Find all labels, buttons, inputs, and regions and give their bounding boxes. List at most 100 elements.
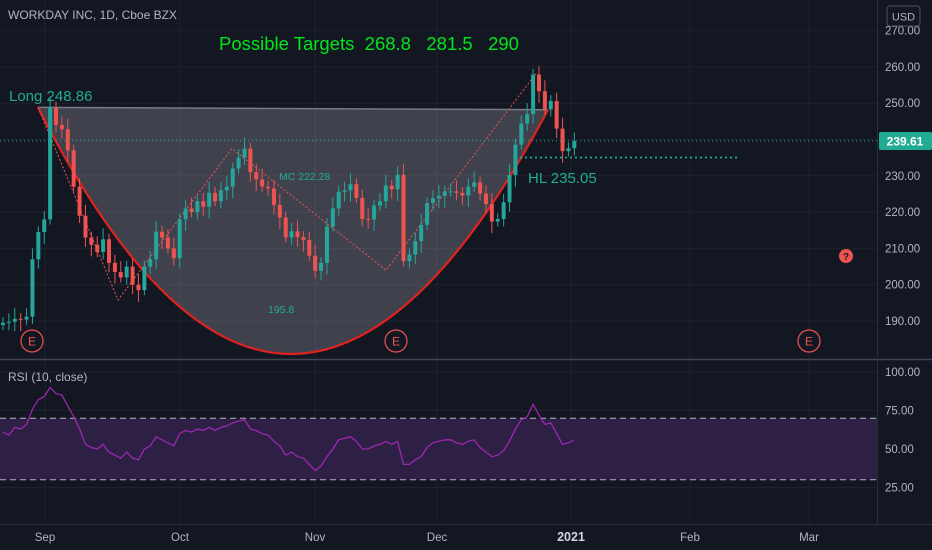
last-price-tag <box>879 132 932 150</box>
earnings-marker-letter: E <box>805 335 813 349</box>
candle-body <box>460 192 465 196</box>
time-tick-label: Oct <box>171 532 190 544</box>
candle-body <box>201 201 206 207</box>
cup-curve-line <box>37 106 549 355</box>
candle-body <box>372 205 377 220</box>
cup-pattern-area <box>38 107 548 355</box>
candle-body <box>124 266 129 278</box>
candle-body <box>531 74 536 115</box>
candle-body <box>525 114 530 124</box>
mid-cup-label: MC 222.28 <box>279 171 331 183</box>
candle-body <box>425 203 430 225</box>
candle-body <box>419 224 424 242</box>
candle-body <box>519 123 524 145</box>
earnings-marker-letter: E <box>28 335 36 349</box>
candle-body <box>289 231 294 238</box>
candle-body <box>1 322 5 325</box>
candle-body <box>507 175 512 203</box>
candle-body <box>42 219 47 233</box>
candle-body <box>366 218 371 220</box>
help-marker[interactable]: ? <box>839 249 853 263</box>
candle-body <box>548 101 553 110</box>
candle-body <box>48 107 53 220</box>
candle-body <box>566 148 571 152</box>
candle-body <box>18 318 23 320</box>
candle-body <box>183 208 188 220</box>
candle-body <box>36 232 41 260</box>
candle-body <box>307 240 312 256</box>
currency-button[interactable] <box>886 5 921 27</box>
candle-body <box>454 191 459 193</box>
candle-body <box>383 185 388 202</box>
rsi-axis[interactable]: 25.00 50.00 75.00 100.00 <box>885 367 920 495</box>
earnings-marker-sep[interactable]: E <box>20 329 44 353</box>
candle-body <box>83 215 88 238</box>
price-tick-label: 210.00 <box>885 243 920 255</box>
candle-body <box>130 266 135 285</box>
candle-body <box>542 91 547 110</box>
earnings-marker-letter: E <box>392 335 400 349</box>
price-axis[interactable]: 190.00200.00210.00220.00230.00240.00250.… <box>885 26 920 328</box>
candle-body <box>236 157 241 169</box>
candle-body <box>154 231 159 260</box>
candle-body <box>71 150 76 187</box>
higher-low-label: HL 235.05 <box>528 170 597 187</box>
candle-body <box>160 231 165 238</box>
currency-label: USD <box>892 12 915 24</box>
candle-body <box>448 191 453 193</box>
rsi-tick-label: 25.00 <box>885 483 914 495</box>
candle-body <box>165 237 170 249</box>
candle-body <box>572 140 577 149</box>
candle-body <box>148 259 153 267</box>
price-tick-label: 230.00 <box>885 171 920 183</box>
earnings-marker-nov[interactable]: E <box>384 329 408 353</box>
candle-body <box>89 237 94 245</box>
candle-body <box>389 185 394 190</box>
cup-rim-line <box>37 106 549 111</box>
candle-body <box>478 182 483 194</box>
candle-body <box>177 219 182 259</box>
candle-body <box>218 190 223 202</box>
candle-body <box>513 144 518 176</box>
candle-body <box>295 231 300 238</box>
rsi-line <box>2 386 575 472</box>
candle-body <box>277 204 282 218</box>
candle-body <box>24 316 29 320</box>
time-tick-label: Nov <box>305 532 326 544</box>
candle-body <box>501 202 506 219</box>
price-tick-label: 260.00 <box>885 62 920 74</box>
last-price-tag-text: 239.61 <box>887 135 924 149</box>
candle-body <box>59 124 64 130</box>
candle-body <box>30 259 35 317</box>
price-tick-label: 200.00 <box>885 280 920 292</box>
candle-body <box>77 186 82 216</box>
candle-body <box>101 239 106 253</box>
candle-body <box>430 198 435 204</box>
candle-body <box>54 107 59 125</box>
time-tick-label: Mar <box>799 532 819 544</box>
candle-body <box>107 239 112 263</box>
long-entry-label: Long 248.86 <box>9 88 92 105</box>
candle-body <box>354 184 359 198</box>
candle-body <box>12 318 17 322</box>
price-tick-label: 220.00 <box>885 207 920 219</box>
candle-body <box>442 191 447 196</box>
candle-body <box>65 129 70 151</box>
time-tick-label: Dec <box>427 532 448 544</box>
price-wave-dotted-path <box>37 72 538 301</box>
help-icon: ? <box>843 252 849 263</box>
candle-body <box>301 237 306 241</box>
candle-body <box>248 148 253 173</box>
time-axis[interactable]: Sep Oct Nov Dec 2021 Feb Mar <box>35 530 819 544</box>
candle-body <box>360 197 365 219</box>
candle-body <box>230 168 235 187</box>
candle-body <box>254 172 259 180</box>
earnings-marker-feb[interactable]: E <box>797 329 821 353</box>
candle-body <box>407 254 412 262</box>
candle-body <box>171 248 176 259</box>
rsi-tick-label: 75.00 <box>885 406 914 418</box>
price-tick-label: 270.00 <box>885 26 920 38</box>
candle-body <box>136 284 141 291</box>
candle-body <box>213 192 218 202</box>
